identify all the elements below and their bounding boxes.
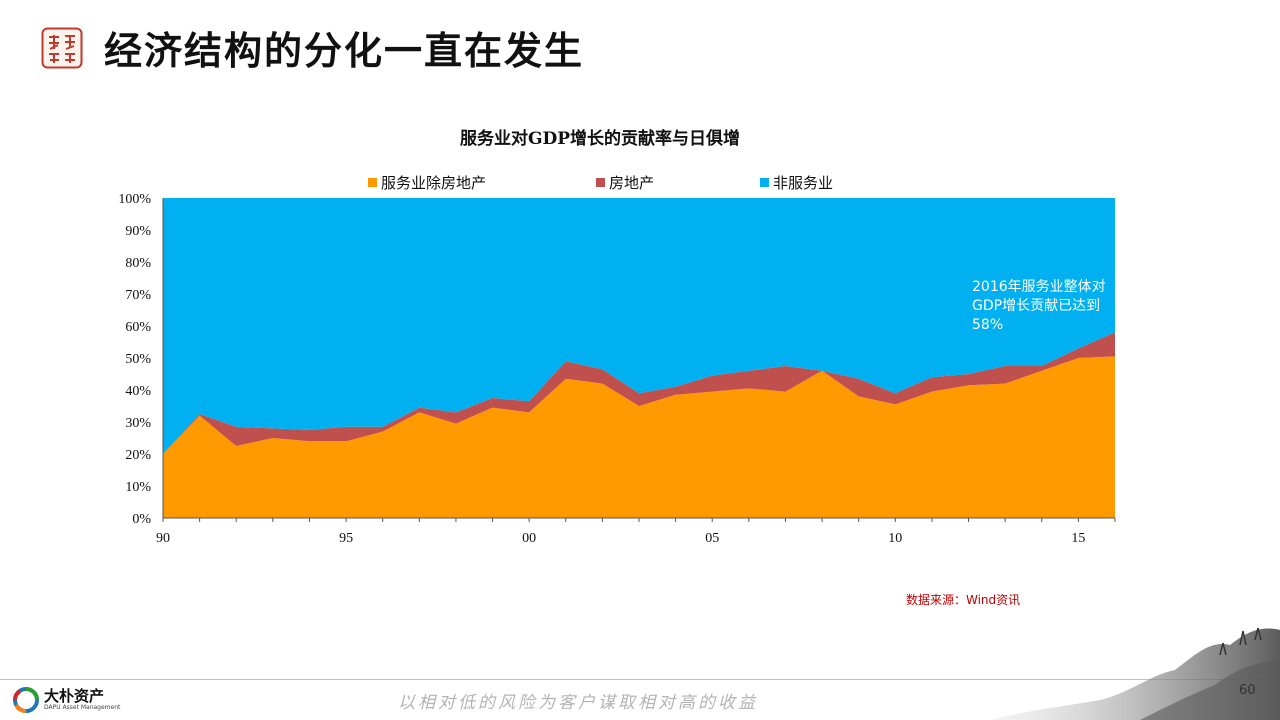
footer-brand-name: 大朴资产 (44, 687, 105, 705)
y-tick-label: 30% (125, 416, 151, 431)
chart-annotation: 2016年服务业整体对GDP增长贡献已达到58% (972, 279, 1106, 333)
y-tick-label: 40% (125, 384, 151, 399)
y-tick-label: 10% (125, 480, 151, 495)
chart-title: 服务业对GDP增长的贡献率与日俱增 (459, 129, 741, 149)
legend-swatch-non-services (760, 178, 769, 187)
page-title: 经济结构的分化一直在发生 (104, 29, 585, 73)
y-tick-label: 100% (118, 192, 151, 207)
page-number: 60 (1239, 683, 1256, 698)
data-source-note: 数据来源：Wind资讯 (906, 593, 1021, 607)
y-tick-label: 60% (125, 320, 151, 335)
footer-slogan: 以相对低的风险为客户谋取相对高的收益 (398, 693, 758, 713)
company-logo-icon (13, 687, 39, 713)
legend-item-non-services: 非服务业 (760, 172, 833, 193)
legend-label-non-services: 非服务业 (773, 174, 834, 192)
y-tick-label: 80% (125, 256, 151, 271)
legend-label-services-ex-realestate: 服务业除房地产 (381, 174, 487, 192)
x-tick-label: 00 (522, 531, 536, 546)
x-tick-label: 05 (705, 531, 719, 546)
legend-swatch-services-ex-realestate (368, 178, 377, 187)
y-tick-label: 0% (132, 512, 151, 527)
x-tick-label: 90 (156, 531, 170, 546)
seal-logo (41, 27, 83, 69)
legend-item-services-ex-realestate: 服务业除房地产 (368, 172, 486, 193)
legend-item-realestate: 房地产 (596, 172, 654, 193)
x-tick-label: 15 (1071, 531, 1085, 546)
x-tick-label: 10 (888, 531, 902, 546)
area-series-non-services (163, 198, 1115, 454)
chart-legend: 服务业除房地产 房地产 非服务业 (0, 172, 1280, 192)
area-series-services-ex-realestate (163, 356, 1115, 518)
y-tick-label: 70% (125, 288, 151, 303)
y-tick-label: 90% (125, 224, 151, 239)
legend-label-realestate: 房地产 (609, 174, 655, 192)
ink-mountain-painting (990, 627, 1280, 720)
x-tick-label: 95 (339, 531, 353, 546)
footer-divider (0, 679, 1280, 680)
y-tick-label: 20% (125, 448, 151, 463)
y-tick-label: 50% (125, 352, 151, 367)
footer-brand-english: DAPU Asset Management (44, 704, 121, 711)
legend-swatch-realestate (596, 178, 605, 187)
